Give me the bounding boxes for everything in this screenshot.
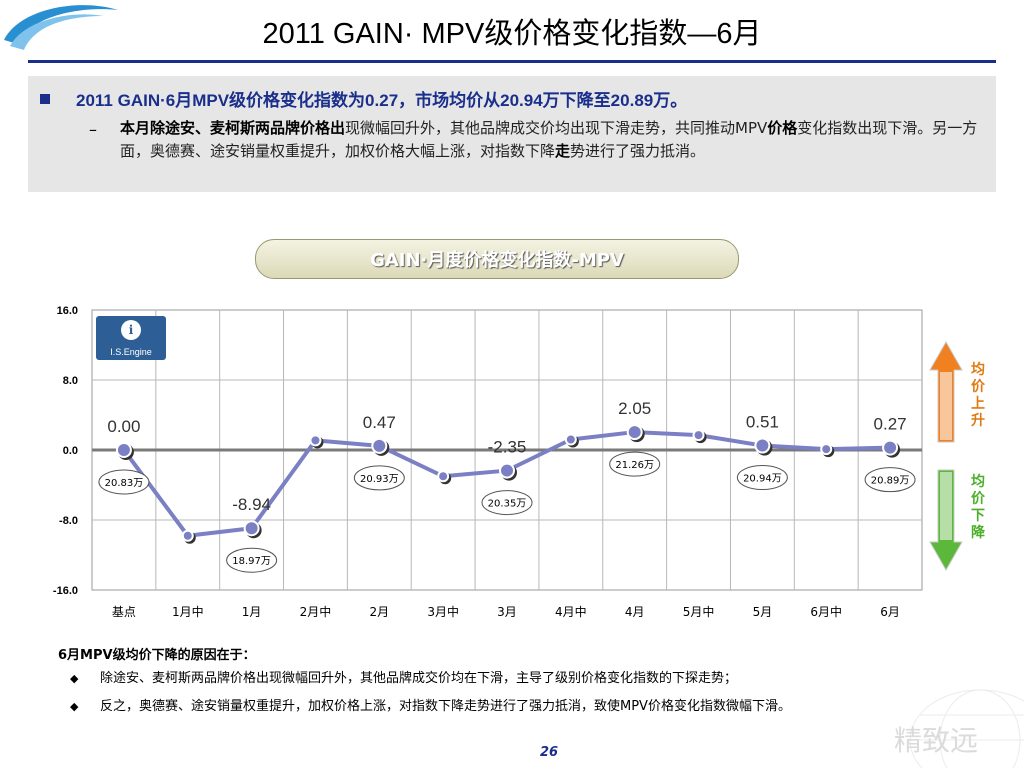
chart-title-banner: GAIN·月度价格变化指数-MPV [255, 239, 739, 279]
price-callout-label: 18.97万 [232, 556, 271, 567]
diamond-bullet-icon: ◆ [70, 672, 79, 685]
data-value-label: 0.47 [363, 413, 396, 432]
summary-headline: 2011 GAIN·6月MPV级价格变化指数为0.27，市场均价从20.94万下… [76, 91, 688, 110]
y-tick-label: 0.0 [63, 445, 78, 457]
price-callout-label: 20.89万 [871, 476, 910, 487]
price-callout [98, 469, 150, 495]
summary-bold-3: 走 [555, 142, 571, 160]
reason-text: 反之，奥德赛、途安销量权重提升，加权价格上涨，对指数下降走势进行了强力抵消，致使… [100, 699, 791, 714]
summary-text-1: 现微幅回升外，其他品牌成交价均出现下滑走势，共同推动MPV [345, 119, 768, 137]
data-point [499, 462, 515, 479]
title-divider [28, 60, 996, 63]
data-value-label: -2.35 [488, 438, 527, 457]
price-callout [864, 467, 916, 493]
price-callout-label: 20.83万 [105, 478, 144, 489]
down-arrow-highlight [940, 472, 952, 540]
reasons-heading: 6月MPV级均价下降的原因在于： [58, 648, 256, 663]
data-point [371, 437, 388, 454]
price-callout [609, 451, 661, 477]
summary-bold-1: 本月除途安、麦柯斯两品牌价格出 [120, 119, 346, 137]
data-point [181, 529, 194, 542]
y-tick-label: 16.0 [57, 305, 78, 317]
data-point [309, 434, 322, 447]
price-callout-label: 20.93万 [360, 474, 399, 485]
x-tick-label: 6月 [880, 605, 900, 619]
brand-swoosh-logo [4, 5, 118, 50]
bullet-square-icon [40, 94, 50, 104]
data-point [754, 437, 771, 454]
x-tick-label: 4月中 [555, 604, 587, 619]
price-callout [353, 465, 405, 491]
data-point [882, 439, 899, 456]
data-point [115, 442, 132, 458]
price-callout [226, 547, 278, 573]
page-title: 2011 GAIN· MPV级价格变化指数—6月 [262, 18, 762, 50]
data-point [626, 424, 643, 441]
data-value-label: 0.27 [874, 415, 907, 434]
is-engine-logo-label: I.S.Engine [110, 347, 152, 357]
y-tick-label: -16.0 [53, 585, 78, 597]
legend-up-label: 均价上升 [971, 362, 985, 429]
is-engine-logo-i: i [129, 323, 134, 337]
data-value-label: -8.94 [232, 495, 271, 514]
x-tick-label: 2月 [369, 605, 389, 619]
x-tick-label: 1月中 [172, 604, 204, 619]
summary-text-2: 变化指数出现下滑。另一方面，奥德赛、途安销量权重提升，加权价格大幅上涨，对指数下… [120, 119, 978, 160]
data-point [820, 443, 833, 456]
summary-box: 2011 GAIN·6月MPV级价格变化指数为0.27，市场均价从20.94万下… [28, 76, 996, 192]
x-tick-label: 6月中 [810, 604, 842, 619]
x-tick-label: 5月中 [683, 604, 715, 619]
reason-text: 除途安、麦柯斯两品牌价格出现微幅回升外，其他品牌成交价均在下滑，主导了级别价格变… [100, 671, 738, 686]
summary-text-3: 势进行了强力抵消。 [570, 142, 706, 160]
page-number: 26 [540, 745, 559, 760]
legend-down-label: 均价下降 [971, 474, 985, 541]
price-callout [736, 465, 788, 491]
diamond-bullet-icon: ◆ [70, 700, 79, 713]
chart-title: GAIN·月度价格变化指数-MPV [370, 250, 624, 271]
x-tick-label: 3月中 [427, 604, 459, 619]
data-point [243, 520, 260, 537]
data-value-label: 0.00 [107, 417, 140, 436]
x-tick-label: 1月 [242, 605, 262, 619]
watermark-globe-logo: 精致远 [894, 689, 1024, 768]
watermark-text: 精致远 [894, 724, 978, 757]
price-callout-label: 20.94万 [743, 474, 782, 485]
data-value-label: 0.51 [746, 413, 779, 432]
dash-bullet: – [89, 120, 97, 139]
summary-detail: 本月除途安、麦柯斯两品牌价格出现微幅回升外，其他品牌成交价均出现下滑走势，共同推… [120, 117, 988, 163]
price-callout-label: 21.26万 [615, 460, 654, 471]
summary-bold-2: 价格 [767, 119, 798, 137]
y-tick-label: 8.0 [63, 375, 78, 387]
x-tick-label: 基点 [112, 605, 136, 619]
is-engine-logo-circle [121, 320, 141, 340]
x-tick-label: 2月中 [300, 604, 332, 619]
data-point [564, 433, 577, 446]
data-point [437, 470, 450, 483]
data-value-label: 2.05 [618, 399, 651, 418]
y-tick-label: -8.0 [59, 515, 78, 527]
x-tick-label: 4月 [625, 605, 645, 619]
up-arrow-highlight [940, 372, 952, 440]
price-callout-label: 20.35万 [488, 499, 527, 510]
x-tick-label: 5月 [753, 605, 773, 619]
data-point [692, 429, 705, 442]
price-callout [481, 490, 533, 516]
x-tick-label: 3月 [497, 605, 517, 619]
